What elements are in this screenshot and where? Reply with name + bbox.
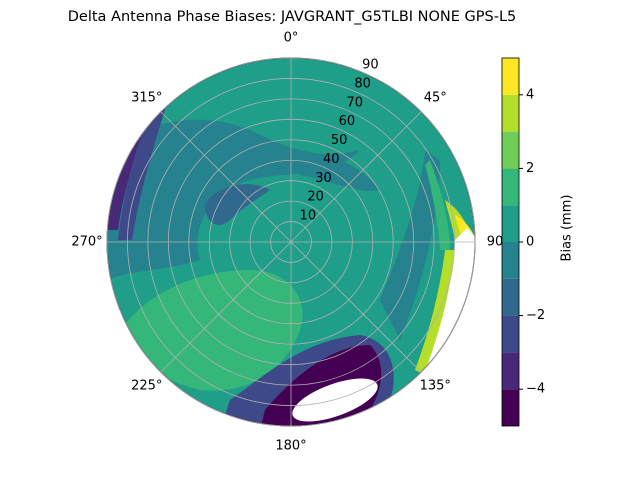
theta-tick-label: 225° [131,379,162,394]
theta-grid-line [160,111,292,243]
theta-tick-label: 180° [275,439,306,454]
colorbar-band [502,58,519,95]
theta-tick-label: 315° [131,90,162,105]
r-grid-circle [127,78,455,406]
colorbar-band [502,389,519,426]
colorbar-tick-label: 4 [526,87,534,102]
colorbar-band [502,242,519,279]
r-grid-circle [229,180,353,304]
theta-grid-line [290,111,422,243]
colorbar-tick-label: 2 [526,161,534,176]
r-tick-label: 50 [331,133,348,148]
r-tick-label: 10 [300,209,317,224]
r-grid-circle [106,57,476,427]
colorbar-tick-label: −2 [526,308,545,323]
theta-tick-label: 135° [420,379,451,394]
r-grid-circle [208,159,374,325]
r-tick-label: 20 [307,190,324,205]
r-grid-circle [249,200,333,284]
colorbar-band [502,352,519,390]
r-tick-label: 90 [362,58,379,73]
colorbar-band [502,131,519,169]
theta-grid-line [290,241,422,373]
theta-grid-line [160,241,292,373]
colorbar-label: Bias (mm) [560,195,575,262]
theta-tick-label: 45° [424,90,447,105]
r-grid-circle [270,221,312,263]
r-grid-circle [147,98,435,386]
r-tick-label: 80 [354,76,371,91]
r-grid-circle [188,139,394,345]
theta-tick-label: 0° [284,31,299,46]
colorbar-band [502,205,519,242]
theta-tick-label: 90 [487,235,504,250]
colorbar-band [502,315,519,353]
chart-title: Delta Antenna Phase Biases: JAVGRANT_G5T… [68,9,517,25]
colorbar-band [502,278,519,316]
colorbar-band [502,168,519,206]
r-tick-label: 70 [346,95,363,110]
theta-tick-label: 270° [71,235,102,250]
colorbar-tick-label: 0 [526,235,534,250]
r-tick-label: 60 [339,114,356,129]
colorbar-tick-label: −4 [526,382,545,397]
r-tick-label: 30 [315,171,332,186]
r-grid-circle [167,118,415,366]
colorbar-band [502,94,519,132]
r-tick-label: 40 [323,152,340,167]
